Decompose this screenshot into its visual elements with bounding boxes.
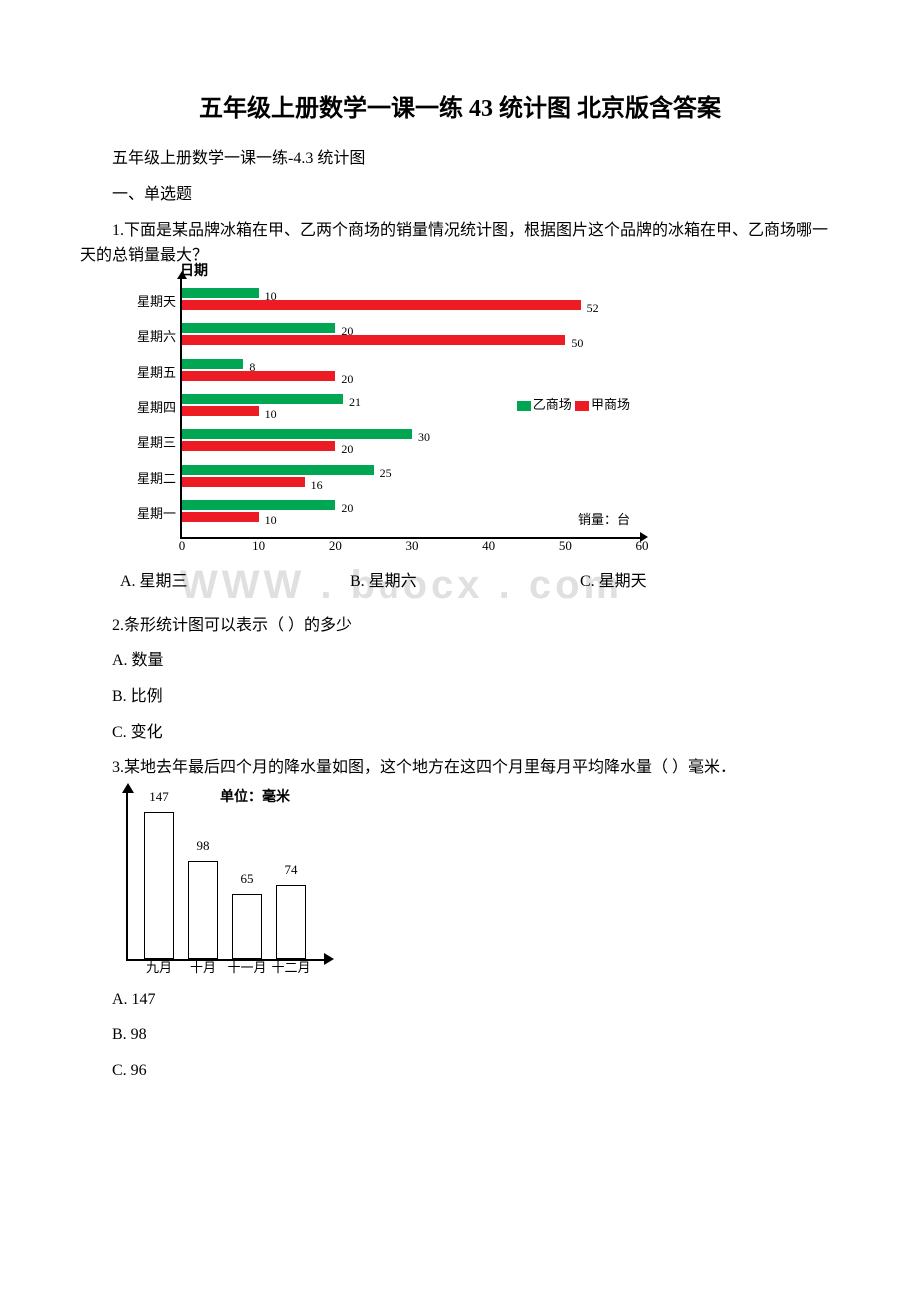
q1-option-c: C. 星期天 bbox=[580, 569, 647, 595]
subtitle: 五年级上册数学一课一练-4.3 统计图 bbox=[80, 146, 840, 172]
bar-乙商场 bbox=[182, 394, 343, 404]
vbar bbox=[144, 812, 174, 959]
bar-value: 147 bbox=[149, 787, 169, 808]
day-label: 星期六 bbox=[137, 327, 176, 348]
bar-乙商场 bbox=[182, 323, 335, 333]
bar-value: 98 bbox=[197, 836, 210, 857]
bar-value: 10 bbox=[265, 405, 277, 424]
day-label: 星期四 bbox=[137, 398, 176, 419]
chart1-plot-area: 星期天1052星期六2050星期五820星期四2110星期三3020星期二251… bbox=[180, 279, 640, 539]
day-label: 星期一 bbox=[137, 504, 176, 525]
bar-value: 10 bbox=[265, 511, 277, 530]
bar-row: 星期六2050 bbox=[182, 323, 640, 351]
q1-option-a: A. 星期三 bbox=[120, 569, 188, 595]
chart-legend: 乙商场 甲商场 bbox=[517, 395, 630, 416]
day-label: 星期二 bbox=[137, 469, 176, 490]
q2-option-c: C. 变化 bbox=[80, 720, 840, 746]
bar-甲商场 bbox=[182, 371, 335, 381]
bar-row: 星期五820 bbox=[182, 359, 640, 387]
x-tick: 10 bbox=[252, 536, 265, 557]
x-tick: 30 bbox=[406, 536, 419, 557]
x-tick: 50 bbox=[559, 536, 572, 557]
bar-value: 20 bbox=[341, 499, 353, 518]
vbar bbox=[232, 894, 262, 959]
q2-option-a: A. 数量 bbox=[80, 648, 840, 674]
legend-swatch bbox=[575, 401, 589, 411]
month-label: 十月 bbox=[190, 958, 216, 979]
bar-甲商场 bbox=[182, 512, 259, 522]
bar-甲商场 bbox=[182, 477, 305, 487]
q3-chart: 单位：毫米 147九月98十月65十一月74十二月 bbox=[120, 791, 340, 961]
x-tick: 20 bbox=[329, 536, 342, 557]
y-axis-arrow-icon bbox=[177, 271, 187, 279]
bar-row: 星期天1052 bbox=[182, 288, 640, 316]
q3-text: 3.某地去年最后四个月的降水量如图，这个地方在这四个月里每月平均降水量（ ）毫米… bbox=[80, 755, 840, 781]
x-tick: 40 bbox=[482, 536, 495, 557]
chart2-plot-area: 147九月98十月65十一月74十二月 bbox=[126, 791, 326, 961]
bar-row: 星期三3020 bbox=[182, 429, 640, 457]
x-tick: 0 bbox=[179, 536, 186, 557]
day-label: 星期三 bbox=[137, 433, 176, 454]
bar-乙商场 bbox=[182, 359, 243, 369]
bar-乙商场 bbox=[182, 288, 259, 298]
page-title: 五年级上册数学一课一练 43 统计图 北京版含答案 bbox=[80, 90, 840, 128]
bar-甲商场 bbox=[182, 300, 581, 310]
day-label: 星期五 bbox=[137, 363, 176, 384]
month-label: 十一月 bbox=[227, 958, 266, 979]
bar-value: 16 bbox=[311, 476, 323, 495]
bar-value: 52 bbox=[587, 299, 599, 318]
bar-row: 星期二2516 bbox=[182, 465, 640, 493]
x-tick: 60 bbox=[636, 536, 649, 557]
bar-value: 20 bbox=[341, 440, 353, 459]
month-label: 十二月 bbox=[271, 958, 310, 979]
x-axis-arrow-icon bbox=[324, 953, 334, 965]
bar-value: 65 bbox=[241, 869, 254, 890]
section-header: 一、单选题 bbox=[80, 182, 840, 208]
bar-value: 50 bbox=[571, 334, 583, 353]
legend-swatch bbox=[517, 401, 531, 411]
month-label: 九月 bbox=[146, 958, 172, 979]
bar-甲商场 bbox=[182, 441, 335, 451]
q1-options: WWW . bdocx . com A. 星期三 B. 星期六 C. 星期天 bbox=[120, 569, 840, 595]
bar-value: 20 bbox=[341, 370, 353, 389]
bar-value: 21 bbox=[349, 393, 361, 412]
x-axis-label: 销量：台 bbox=[578, 510, 630, 531]
q2-text: 2.条形统计图可以表示（ ）的多少 bbox=[80, 613, 840, 639]
bar-value: 25 bbox=[380, 464, 392, 483]
q2-option-b: B. 比例 bbox=[80, 684, 840, 710]
bar-row: 星期一2010 bbox=[182, 500, 640, 528]
bar-value: 30 bbox=[418, 428, 430, 447]
q1-chart: 日期 星期天1052星期六2050星期五820星期四2110星期三3020星期二… bbox=[120, 279, 620, 539]
q3-option-a: A. 147 bbox=[80, 987, 840, 1013]
bar-value: 74 bbox=[285, 860, 298, 881]
q3-option-b: B. 98 bbox=[80, 1022, 840, 1048]
vbar bbox=[188, 861, 218, 959]
legend-label: 甲商场 bbox=[591, 397, 630, 412]
bar-乙商场 bbox=[182, 465, 374, 475]
vbar bbox=[276, 885, 306, 959]
bar-乙商场 bbox=[182, 429, 412, 439]
q1-option-b: B. 星期六 bbox=[350, 569, 417, 595]
bar-甲商场 bbox=[182, 406, 259, 416]
bar-甲商场 bbox=[182, 335, 565, 345]
legend-label: 乙商场 bbox=[533, 397, 575, 412]
day-label: 星期天 bbox=[137, 292, 176, 313]
bar-乙商场 bbox=[182, 500, 335, 510]
q3-option-c: C. 96 bbox=[80, 1058, 840, 1084]
y-axis-arrow-icon bbox=[122, 783, 134, 793]
